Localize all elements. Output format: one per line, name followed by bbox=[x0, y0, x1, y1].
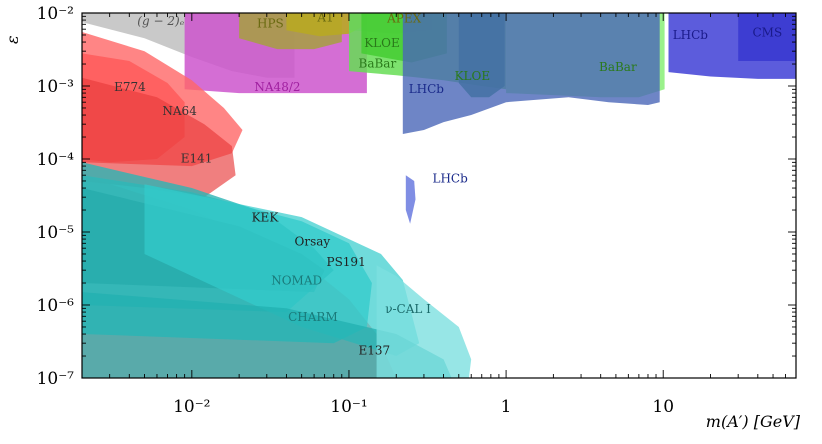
region-charm bbox=[82, 292, 452, 378]
region-label-kek: KEK bbox=[252, 210, 280, 224]
region-a1 bbox=[286, 13, 367, 37]
plot-frame bbox=[81, 12, 797, 379]
region-label-nucal: ν-CAL I bbox=[385, 302, 431, 316]
x-tick-label: 10 bbox=[652, 397, 674, 417]
region-label-babar-high: BaBar bbox=[599, 60, 637, 74]
region-label-kloe-low: KLOE bbox=[364, 36, 400, 50]
region-lhcb-low bbox=[402, 13, 660, 134]
axis-ticks bbox=[81, 12, 797, 379]
x-tick-label: 1 bbox=[501, 397, 512, 417]
region-nucal bbox=[376, 265, 472, 378]
region-label-ps191: PS191 bbox=[327, 255, 366, 269]
region-labels: (g − 2)ₑ NA48/2 HPS A1 APEX BaBar KLOE KLOE BaBa… bbox=[114, 11, 782, 358]
x-tick-label: 10⁻¹ bbox=[330, 397, 367, 417]
region-label-lhcb-high: LHCb bbox=[673, 28, 709, 42]
y-tick-label: 10⁻⁵ bbox=[37, 223, 75, 243]
y-tick-label: 10⁻⁴ bbox=[37, 150, 75, 170]
region-label-charm: CHARM bbox=[288, 310, 338, 324]
region-label-a1: A1 bbox=[316, 11, 333, 25]
region-label-nomad: NOMAD bbox=[271, 274, 322, 288]
region-label-lhcb-low: LHCb bbox=[409, 82, 445, 96]
region-lhcb-island bbox=[405, 175, 416, 224]
x-axis-label: m(A′) [GeV] bbox=[706, 412, 801, 431]
y-tick-label: 10⁻³ bbox=[37, 77, 74, 97]
region-label-e141: E141 bbox=[181, 151, 213, 165]
y-axis-label: ε bbox=[3, 35, 22, 44]
region-label-na64: NA64 bbox=[162, 104, 197, 118]
y-tick-label: 10⁻⁶ bbox=[37, 296, 75, 316]
region-ps191 bbox=[144, 184, 420, 356]
region-label-e774: E774 bbox=[114, 80, 146, 94]
tick-labels: 10⁻² 10⁻¹ 1 10 10⁻² 10⁻³ 10⁻⁴ 10⁻⁵ 10⁻⁶ 10⁻⁷ bbox=[37, 4, 674, 417]
region-label-babar-low: BaBar bbox=[359, 56, 397, 70]
exclusion-regions bbox=[82, 13, 796, 378]
region-label-na48: NA48/2 bbox=[254, 80, 300, 94]
region-cms bbox=[738, 13, 796, 61]
region-label-cms: CMS bbox=[753, 25, 783, 39]
region-label-hps: HPS bbox=[257, 17, 284, 31]
x-tick-label: 10⁻² bbox=[173, 397, 210, 417]
region-label-orsay: Orsay bbox=[295, 235, 331, 249]
region-e141 bbox=[82, 77, 236, 198]
region-label-kloe-high: KLOE bbox=[455, 69, 491, 83]
region-label-apex: APEX bbox=[386, 12, 422, 26]
region-label-e137: E137 bbox=[359, 344, 391, 358]
y-tick-label: 10⁻⁷ bbox=[37, 369, 75, 389]
region-label-lhcb-island: LHCb bbox=[433, 171, 469, 185]
region-label-g-2e: (g − 2)ₑ bbox=[137, 14, 184, 28]
y-tick-label: 10⁻² bbox=[37, 4, 74, 24]
